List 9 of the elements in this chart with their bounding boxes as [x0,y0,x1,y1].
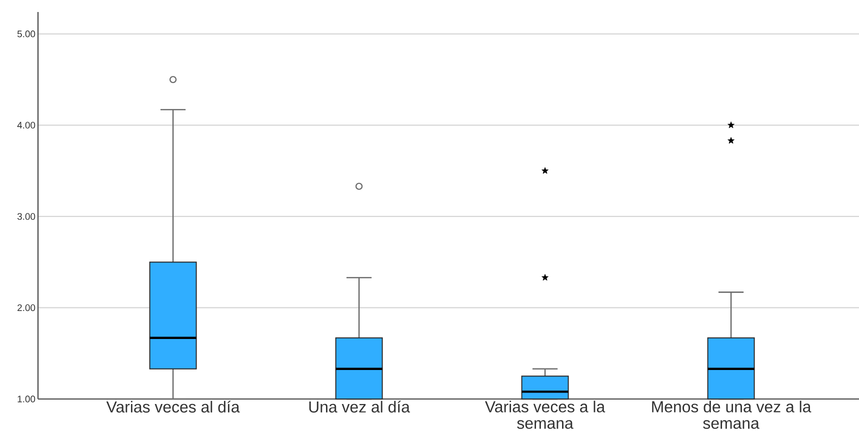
x-tick-label: Varias veces al día [106,400,240,413]
x-tick-label: Varias veces a la semana [485,400,606,429]
y-tick-label: 5.00 [17,30,36,38]
y-tick-label: 3.00 [17,213,36,220]
y-tick-label: 4.00 [17,122,36,129]
y-tick-label: 2.00 [18,304,36,312]
y-tick-label: 1.00 [18,396,36,402]
x-tick-label: Una vez al día [309,400,410,413]
x-tick-label: Menos de una vez a la semana [652,400,812,429]
